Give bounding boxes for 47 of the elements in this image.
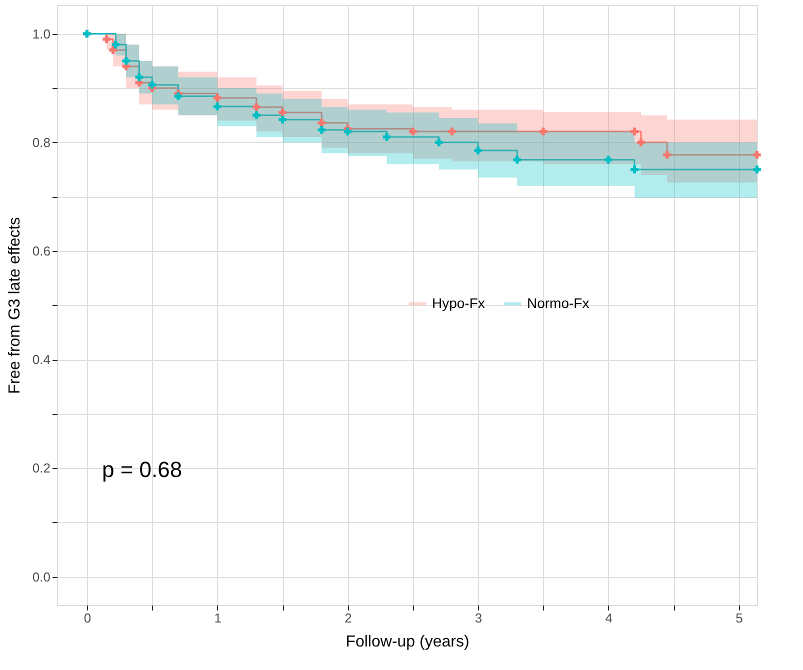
point — [663, 150, 671, 159]
point — [252, 111, 260, 120]
legend-label: Hypo-Fx — [432, 294, 485, 311]
y-axis-title: Free from G3 late effects — [6, 217, 24, 394]
point — [435, 138, 443, 146]
point — [213, 102, 222, 110]
y-tick-label: 0.2 — [32, 460, 50, 476]
annotation: p = 0.68 — [102, 457, 182, 482]
point — [148, 80, 156, 89]
point — [112, 40, 120, 49]
point — [102, 35, 110, 44]
x-axis-title: Follow-up (years) — [346, 634, 470, 650]
y-tick-label: 0.4 — [32, 352, 50, 368]
point — [408, 128, 417, 136]
point — [318, 126, 326, 134]
point — [753, 150, 761, 159]
y-tick-label: 0.6 — [32, 243, 50, 258]
point — [382, 133, 391, 141]
y-tick-label: 1.0 — [32, 26, 50, 42]
y-tick-label: 0.8 — [32, 134, 50, 150]
y-tick-label: 0.0 — [32, 569, 50, 584]
x-tick-label: 2 — [344, 610, 352, 626]
point — [135, 73, 143, 82]
x-tick-label: 5 — [736, 610, 743, 626]
point — [318, 118, 326, 127]
point — [513, 156, 522, 164]
point — [474, 146, 482, 154]
point — [630, 128, 638, 136]
point — [539, 128, 548, 136]
point — [122, 57, 130, 65]
legend-label: Normo-Fx — [527, 294, 590, 311]
point — [213, 94, 222, 102]
x-tick-label: 0 — [84, 610, 92, 626]
point — [448, 128, 456, 136]
x-tick-label: 3 — [474, 610, 482, 626]
point — [109, 46, 117, 54]
x-tick-label: 1 — [214, 610, 222, 626]
x-tick-label: 4 — [605, 610, 613, 626]
point — [174, 92, 182, 100]
point — [604, 156, 612, 164]
point — [252, 103, 260, 111]
point — [278, 116, 286, 124]
point — [278, 108, 286, 116]
point — [344, 128, 352, 136]
point — [753, 166, 761, 174]
point — [637, 138, 645, 146]
point — [630, 166, 638, 174]
